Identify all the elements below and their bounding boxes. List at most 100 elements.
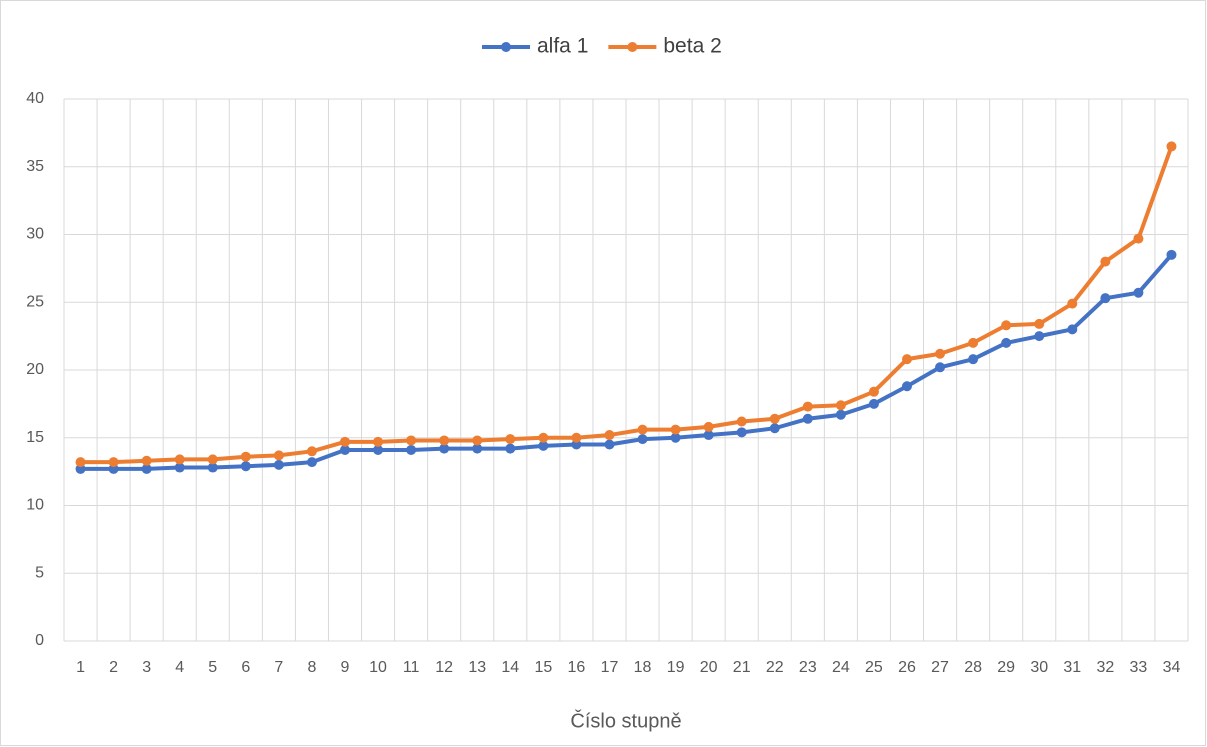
marker [1067,298,1078,309]
marker [207,454,218,465]
marker [174,454,185,465]
marker [340,436,350,447]
marker [935,348,946,359]
marker [406,435,417,446]
marker [902,354,912,365]
marker [1001,337,1012,348]
y-tick-label: 30 [26,226,44,243]
y-tick-label: 10 [26,497,44,514]
marker [439,435,450,446]
marker [1133,233,1144,244]
x-tick-label: 23 [799,659,817,676]
x-tick-label: 9 [341,659,350,676]
marker [968,337,979,348]
marker [571,432,582,443]
marker [670,424,681,435]
marker [868,386,879,397]
marker [968,354,979,365]
marker [1100,293,1111,304]
legend-marker [501,42,511,52]
x-tick-label: 29 [997,659,1015,676]
marker [1133,287,1144,298]
line [80,145,1174,465]
marker [868,398,879,409]
marker [240,451,251,462]
y-tick-label: 0 [35,632,44,649]
marker [670,432,681,443]
marker [637,434,648,445]
marker [373,436,384,447]
x-axis-title: Číslo stupně [570,709,681,732]
x-tick-label: 8 [307,659,316,676]
x-tick-label: 22 [766,659,784,676]
x-tick-label: 24 [832,659,850,676]
marker [637,424,648,435]
x-tick-label: 33 [1130,659,1148,676]
marker [108,457,119,468]
marker [207,462,218,473]
marker [835,400,846,411]
marker [174,462,185,473]
x-tick-label: 3 [142,659,151,676]
x-tick-label: 19 [667,659,685,676]
y-tick-label: 5 [35,564,44,581]
x-tick-label: 30 [1030,659,1048,676]
marker [1100,256,1111,267]
x-tick-label: 26 [898,659,916,676]
marker [273,459,284,470]
marker [538,440,549,451]
marker [373,444,384,455]
x-tick-label: 34 [1163,659,1181,676]
x-tick-label: 7 [274,659,283,676]
x-tick-label: 25 [865,659,883,676]
marker [769,423,780,434]
x-tick-label: 16 [568,659,586,676]
y-tick-label: 40 [26,90,44,107]
marker [736,416,747,427]
marker [736,427,747,438]
marker [141,455,152,466]
marker [439,443,450,454]
marker [1166,141,1177,152]
x-tick-label: 27 [931,659,949,676]
x-tick-label: 14 [501,659,519,676]
marker [802,413,813,424]
marker [505,443,516,454]
y-tick-label: 15 [26,429,44,446]
marker [505,434,516,445]
marker [703,421,714,432]
marker [75,457,86,468]
marker [273,450,284,461]
x-tick-label: 11 [403,659,420,676]
x-tick-label: 17 [601,659,619,676]
marker [141,463,152,474]
x-tick-label: 13 [468,659,486,676]
x-tick-label: 28 [964,659,982,676]
marker [604,439,615,450]
marker [703,430,714,441]
x-tick-label: 32 [1096,659,1114,676]
x-tick-label: 20 [700,659,718,676]
marker [306,446,317,457]
x-tick-label: 12 [435,659,453,676]
marker [1001,320,1012,331]
x-tick-label: 4 [175,659,184,676]
marker [802,401,813,412]
marker [1166,249,1177,260]
x-tick-label: 10 [369,659,387,676]
x-tick-label: 18 [634,659,652,676]
marker [240,461,251,472]
marker [306,457,317,468]
legend-label: beta 2 [663,35,721,58]
marker [604,430,615,441]
x-tick-label: 21 [733,659,751,676]
x-tick-label: 31 [1063,659,1081,676]
marker [406,444,417,455]
marker [902,381,912,392]
marker [935,362,946,373]
legend-marker [627,42,638,52]
x-tick-label: 15 [534,659,552,676]
x-tick-label: 1 [76,659,85,676]
